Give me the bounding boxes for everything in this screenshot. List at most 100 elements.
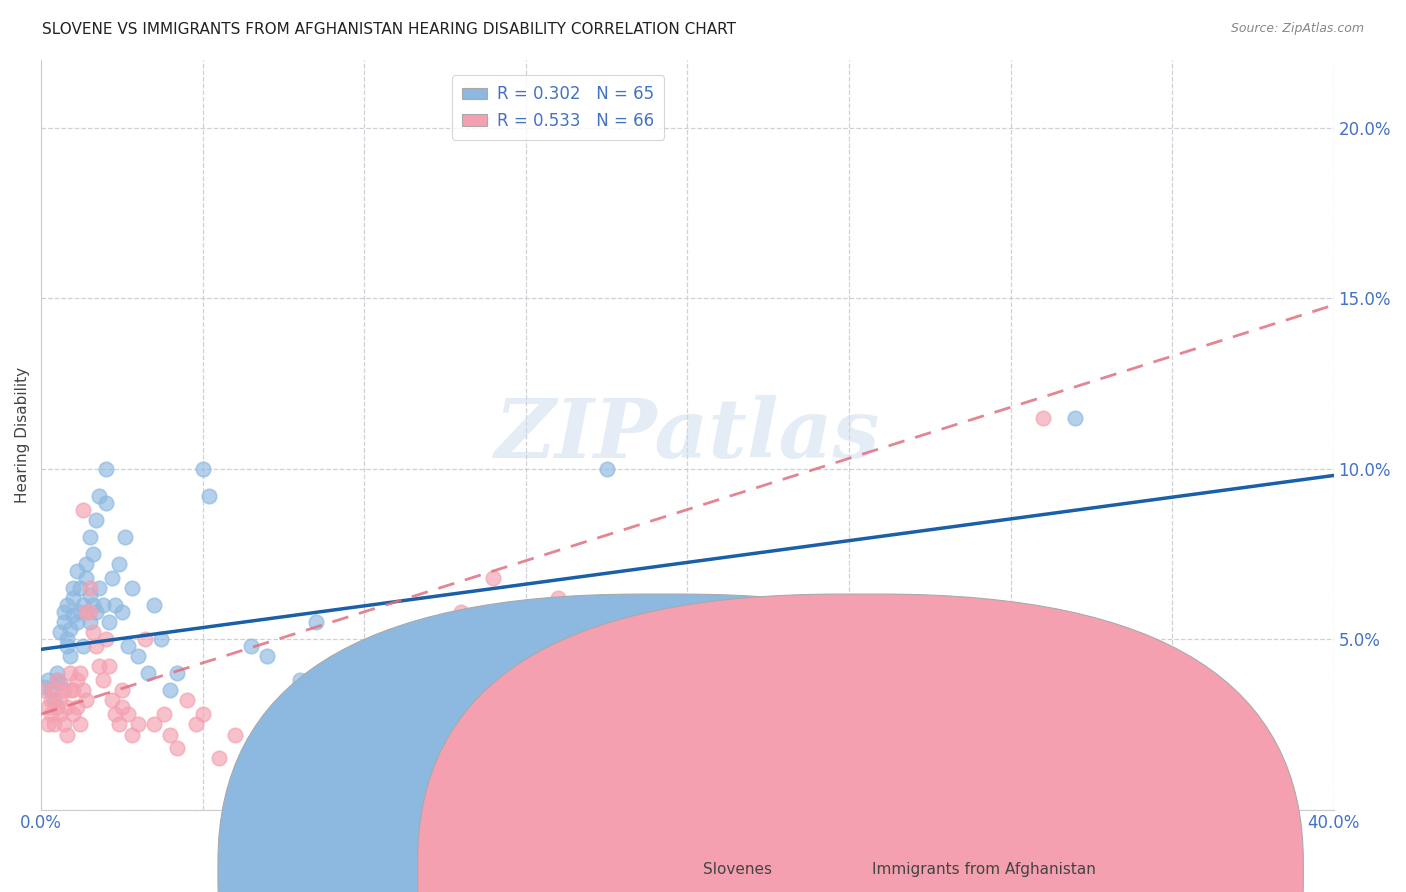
Point (153, 707, 176, 722)
Point (104, 598, 127, 612)
Point (838, 639, 860, 653)
Point (107, 557, 129, 571)
Point (676, 639, 699, 653)
Point (191, 707, 214, 722)
Legend: R = 0.302   N = 65, R = 0.533   N = 66: R = 0.302 N = 65, R = 0.533 N = 66 (453, 76, 664, 140)
Point (121, 727, 143, 741)
Point (515, 615, 537, 629)
Point (56, 700, 79, 714)
Point (52, 605, 75, 619)
Point (46, 666, 69, 681)
Point (79, 581, 101, 595)
Point (62, 608, 84, 623)
Point (72, 502, 94, 516)
Point (159, 683, 181, 698)
Point (547, 591, 569, 606)
Point (134, 632, 156, 646)
Point (111, 605, 134, 619)
Point (46, 673, 69, 687)
Point (42, 693, 65, 707)
Point (69, 717, 91, 731)
Point (186, 717, 208, 731)
Point (42, 683, 65, 698)
Point (62, 707, 84, 722)
Point (321, 707, 343, 722)
Point (79, 615, 101, 629)
Point (72, 639, 94, 653)
Point (69, 666, 91, 681)
Point (84, 639, 107, 653)
Point (114, 530, 136, 544)
Point (75, 571, 97, 585)
Point (149, 632, 172, 646)
Point (1032, 410, 1054, 425)
Point (89, 659, 111, 673)
Point (56, 598, 79, 612)
Point (69, 605, 91, 619)
Point (385, 717, 408, 731)
Point (79, 605, 101, 619)
Point (34, 680, 56, 694)
Point (208, 751, 231, 765)
Point (121, 581, 143, 595)
Point (288, 683, 311, 698)
Point (385, 649, 408, 664)
Point (127, 649, 149, 664)
Point (62, 683, 84, 698)
Point (143, 717, 166, 731)
Point (94, 496, 117, 510)
Point (49, 625, 72, 640)
Point (94, 461, 117, 475)
Point (62, 581, 84, 595)
Point (198, 489, 221, 503)
Point (75, 693, 97, 707)
Point (66, 615, 89, 629)
Point (98, 659, 121, 673)
Point (56, 727, 79, 741)
Point (46, 673, 69, 687)
Point (39, 683, 62, 698)
Point (288, 673, 311, 687)
Point (418, 673, 440, 687)
Point (191, 461, 214, 475)
Point (98, 615, 121, 629)
Text: Immigrants from Afghanistan: Immigrants from Afghanistan (872, 863, 1095, 877)
Point (101, 571, 124, 585)
Point (66, 564, 89, 578)
Text: Slovenes: Slovenes (703, 863, 772, 877)
Text: Source: ZipAtlas.com: Source: ZipAtlas.com (1230, 22, 1364, 36)
Point (94, 632, 117, 646)
Point (66, 700, 89, 714)
Text: SLOVENE VS IMMIGRANTS FROM AFGHANISTAN HEARING DISABILITY CORRELATION CHART: SLOVENE VS IMMIGRANTS FROM AFGHANISTAN H… (42, 22, 737, 37)
Point (59, 666, 82, 681)
Point (75, 557, 97, 571)
Point (91, 673, 114, 687)
Point (52, 615, 75, 629)
Point (418, 741, 440, 756)
Point (56, 639, 79, 653)
Point (482, 571, 505, 585)
Point (111, 700, 134, 714)
Point (256, 649, 278, 664)
Point (62, 591, 84, 606)
Point (159, 727, 181, 741)
Point (450, 605, 472, 619)
Y-axis label: Hearing Disability: Hearing Disability (15, 367, 30, 502)
Point (89, 581, 111, 595)
Point (37, 717, 59, 731)
Point (127, 717, 149, 731)
Point (72, 683, 94, 698)
Point (49, 693, 72, 707)
Point (37, 673, 59, 687)
Point (111, 683, 134, 698)
Point (82, 547, 104, 561)
Point (82, 625, 104, 640)
Point (37, 700, 59, 714)
Point (69, 581, 91, 595)
Point (56, 632, 79, 646)
Point (240, 639, 263, 653)
Point (52, 683, 75, 698)
Point (49, 707, 72, 722)
Point (337, 683, 360, 698)
Point (46, 700, 69, 714)
